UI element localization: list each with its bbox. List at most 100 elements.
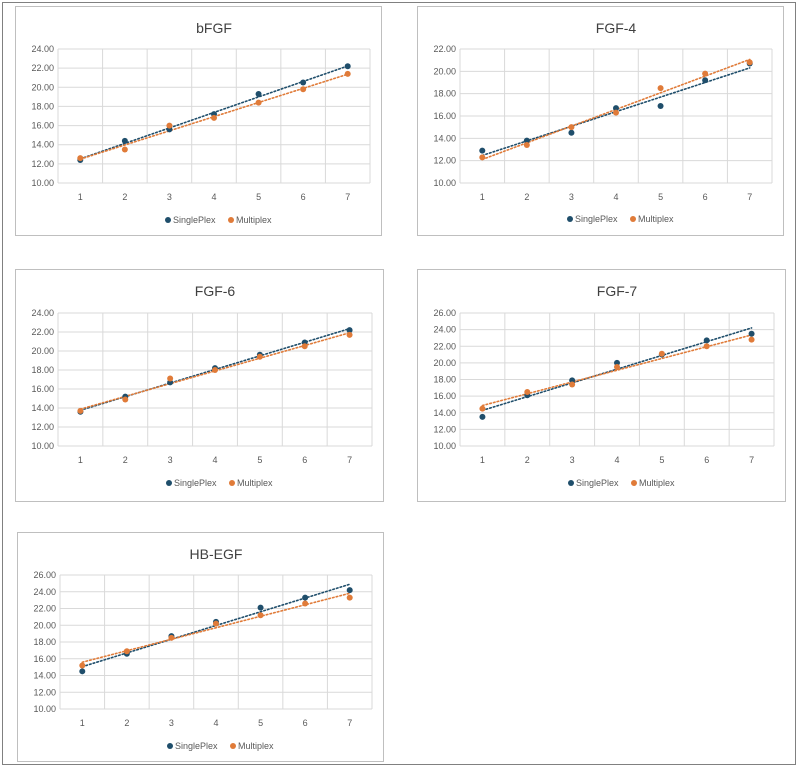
y-tick-label: 10.00	[433, 178, 456, 188]
x-tick-label: 5	[256, 192, 261, 202]
data-point-multiplex	[77, 407, 84, 414]
y-tick-label: 10.00	[31, 178, 54, 188]
chart-panel-fgf-4: FGF-4 10.00 12.00 14.00 16.00 18.00 20.00 22.00…	[417, 6, 784, 236]
x-tick-label: 7	[749, 455, 754, 465]
data-point-multiplex	[255, 99, 262, 106]
y-tick-label: 20.00	[33, 620, 56, 630]
data-point-singleplex	[479, 413, 486, 420]
legend-label: SinglePlex	[575, 214, 618, 224]
data-point-multiplex	[300, 86, 307, 93]
data-point-singleplex	[657, 102, 664, 109]
data-point-singleplex	[121, 137, 128, 144]
data-point-singleplex	[479, 147, 486, 154]
legend-label: Multiplex	[237, 478, 273, 488]
x-tick-label: 2	[124, 718, 129, 728]
legend-label: Multiplex	[236, 215, 272, 225]
chart-title: FGF-6	[195, 283, 236, 299]
data-point-multiplex	[166, 122, 173, 129]
x-tick-label: 3	[168, 455, 173, 465]
y-tick-label: 20.00	[31, 346, 54, 356]
legend-marker	[229, 480, 235, 486]
legend-label: SinglePlex	[173, 215, 216, 225]
legend-marker	[567, 216, 573, 222]
chart-svg: FGF-6 10.00 12.00 14.00 16.00 18.00 20.00 22.00…	[31, 283, 373, 488]
x-tick-label: 6	[301, 192, 306, 202]
x-tick-label: 2	[123, 455, 128, 465]
legend-marker	[631, 480, 637, 486]
legend-marker	[568, 480, 574, 486]
y-tick-label: 22.00	[31, 63, 54, 73]
data-point-multiplex	[257, 612, 264, 619]
x-tick-label: 2	[525, 455, 530, 465]
legend-marker	[165, 217, 171, 223]
data-point-multiplex	[168, 634, 175, 641]
legend-marker	[167, 743, 173, 749]
data-point-multiplex	[568, 124, 575, 131]
data-point-multiplex	[613, 109, 619, 116]
data-point-multiplex	[657, 85, 664, 92]
y-tick-label: 24.00	[31, 44, 54, 54]
data-point-singleplex	[300, 79, 307, 86]
data-point-singleplex	[79, 668, 86, 675]
data-point-singleplex	[613, 105, 619, 112]
data-point-multiplex	[746, 59, 753, 66]
x-tick-label: 5	[257, 455, 262, 465]
data-point-multiplex	[213, 620, 219, 627]
data-point-multiplex	[479, 405, 486, 412]
data-point-multiplex	[524, 388, 531, 395]
data-point-singleplex	[346, 327, 353, 334]
data-point-singleplex	[344, 63, 351, 70]
legend-label: SinglePlex	[174, 478, 217, 488]
x-tick-label: 1	[78, 455, 83, 465]
x-tick-label: 6	[303, 718, 308, 728]
y-tick-label: 12.00	[33, 687, 56, 697]
chart-title: HB-EGF	[190, 546, 243, 562]
data-point-singleplex	[257, 604, 264, 611]
chart-panel-bfgf: bFGF 10.00 12.00 14.00 16.00 18.00 20.00 22.00 2…	[15, 6, 382, 236]
y-tick-label: 24.00	[33, 587, 56, 597]
x-tick-label: 1	[78, 192, 83, 202]
y-tick-label: 22.00	[33, 604, 56, 614]
data-point-multiplex	[748, 336, 755, 343]
chart-svg: bFGF 10.00 12.00 14.00 16.00 18.00 20.00 22.00 2…	[31, 20, 371, 225]
data-point-singleplex	[302, 594, 309, 601]
legend: SinglePlex Multiplex	[568, 478, 675, 488]
y-tick-label: 22.00	[433, 341, 456, 351]
y-tick-label: 22.00	[433, 44, 456, 54]
x-tick-label: 7	[747, 192, 752, 202]
x-tick-label: 7	[345, 192, 350, 202]
y-tick-label: 12.00	[433, 156, 456, 166]
data-point-singleplex	[703, 337, 710, 344]
x-tick-label: 7	[347, 718, 352, 728]
legend: SinglePlex Multiplex	[165, 215, 272, 225]
data-point-singleplex	[568, 129, 575, 136]
x-tick-label: 7	[347, 455, 352, 465]
data-point-multiplex	[702, 70, 709, 77]
x-tick-label: 6	[703, 192, 708, 202]
legend: SinglePlex Multiplex	[167, 741, 274, 751]
data-point-singleplex	[702, 77, 709, 84]
data-point-multiplex	[569, 381, 576, 388]
x-tick-label: 5	[258, 718, 263, 728]
x-tick-label: 3	[570, 455, 575, 465]
data-point-multiplex	[122, 396, 129, 403]
trendline-multiplex	[481, 334, 753, 407]
chart-panel-hb-egf: HB-EGF 10.00 12.00 14.00 16.00 18.00 20.00 22.0…	[17, 532, 384, 762]
legend-marker	[166, 480, 172, 486]
trendline-multiplex	[81, 592, 351, 664]
x-tick-label: 4	[212, 455, 217, 465]
x-tick-label: 1	[80, 718, 85, 728]
y-tick-label: 10.00	[31, 441, 54, 451]
chart-title: bFGF	[196, 20, 232, 36]
x-tick-label: 4	[213, 718, 218, 728]
data-point-multiplex	[479, 154, 486, 161]
legend-marker	[228, 217, 234, 223]
y-tick-label: 18.00	[33, 637, 56, 647]
x-tick-label: 3	[169, 718, 174, 728]
y-tick-label: 20.00	[31, 82, 54, 92]
legend: SinglePlex Multiplex	[166, 478, 273, 488]
x-tick-label: 1	[480, 455, 485, 465]
legend-label: Multiplex	[639, 478, 675, 488]
data-point-multiplex	[302, 600, 309, 607]
chart-svg: HB-EGF 10.00 12.00 14.00 16.00 18.00 20.00 22.0…	[33, 546, 373, 751]
